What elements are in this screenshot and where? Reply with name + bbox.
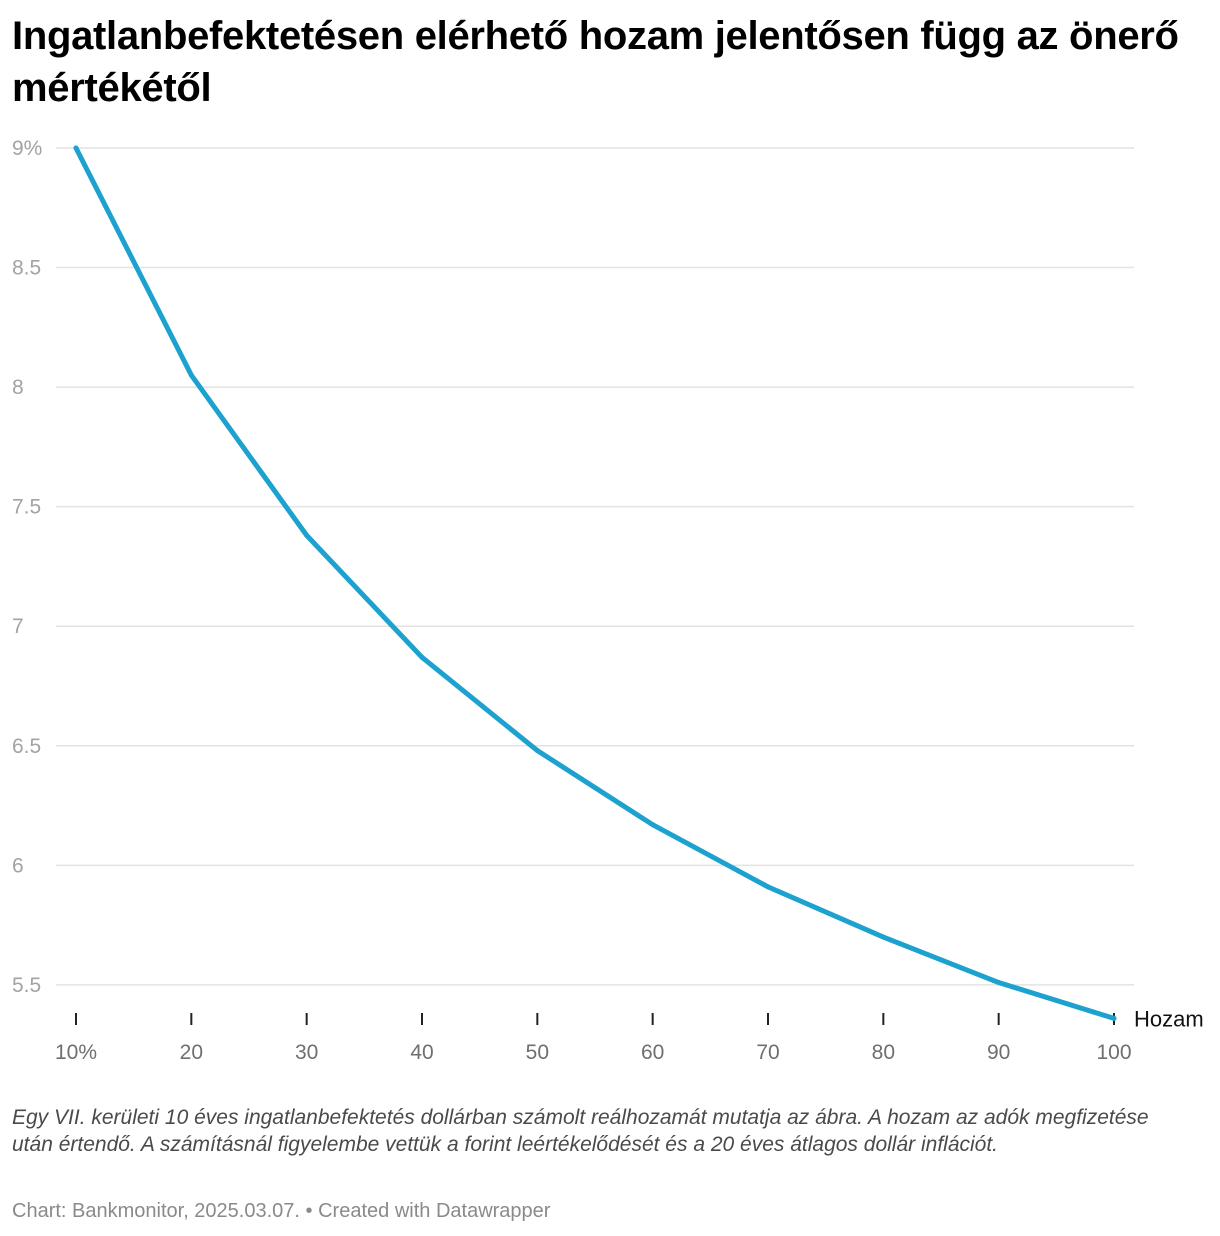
chart-footer: Chart: Bankmonitor, 2025.03.07. • Create… bbox=[12, 1198, 550, 1224]
x-tick-label: 100 bbox=[1096, 1041, 1131, 1064]
y-tick-label: 8 bbox=[12, 376, 24, 399]
x-tick-label: 50 bbox=[526, 1041, 549, 1064]
y-axis-labels: 5.5 6 6.5 7 7.5 8 8.5 9% bbox=[12, 137, 42, 997]
x-tick-label: 80 bbox=[872, 1041, 895, 1064]
y-tick-label: 6.5 bbox=[12, 735, 41, 758]
series-layer: Hozam bbox=[73, 145, 1204, 1031]
y-tick-label: 5.5 bbox=[12, 974, 41, 997]
series-label: Hozam bbox=[1134, 1006, 1204, 1031]
x-tick-label: 60 bbox=[641, 1041, 664, 1064]
data-point bbox=[765, 884, 771, 890]
gridlines bbox=[56, 147, 1134, 986]
data-point bbox=[880, 934, 886, 940]
y-tick-label: 7.5 bbox=[12, 496, 41, 519]
line-chart: 5.5 6 6.5 7 7.5 8 8.5 9% 10% 20 30 40 50 60 70 80 90 100… bbox=[12, 137, 1204, 1064]
chart-notes: Egy VII. kerületi 10 éves ingatlanbefekt… bbox=[12, 1106, 1149, 1156]
footer-separator: • bbox=[305, 1200, 313, 1222]
y-tick-label: 8.5 bbox=[12, 257, 41, 280]
x-tick-label: 30 bbox=[295, 1041, 318, 1064]
x-tick-label: 90 bbox=[987, 1041, 1010, 1064]
data-point bbox=[304, 532, 310, 538]
x-tick-label: 20 bbox=[180, 1041, 203, 1064]
y-tick-label: 9% bbox=[12, 137, 42, 160]
data-point bbox=[419, 654, 425, 660]
y-tick-label: 6 bbox=[12, 854, 24, 877]
data-point bbox=[996, 980, 1002, 986]
source-credit: Chart: Bankmonitor, 2025.03.07. bbox=[12, 1200, 300, 1222]
x-tick-label: 10% bbox=[55, 1041, 97, 1064]
chart-title: Ingatlanbefektetésen elérhető hozam jele… bbox=[12, 14, 1179, 110]
data-point bbox=[73, 145, 79, 151]
x-axis: 10% 20 30 40 50 60 70 80 90 100 bbox=[55, 1013, 1132, 1064]
y-tick-label: 7 bbox=[12, 615, 24, 638]
data-point bbox=[188, 372, 194, 378]
data-point bbox=[650, 822, 656, 828]
data-point bbox=[1111, 1015, 1117, 1021]
x-tick-label: 40 bbox=[410, 1041, 433, 1064]
series-line-hozam bbox=[73, 145, 1117, 1021]
datawrapper-credit[interactable]: Created with Datawrapper bbox=[318, 1200, 551, 1222]
data-point bbox=[534, 748, 540, 754]
x-tick-label: 70 bbox=[756, 1041, 779, 1064]
